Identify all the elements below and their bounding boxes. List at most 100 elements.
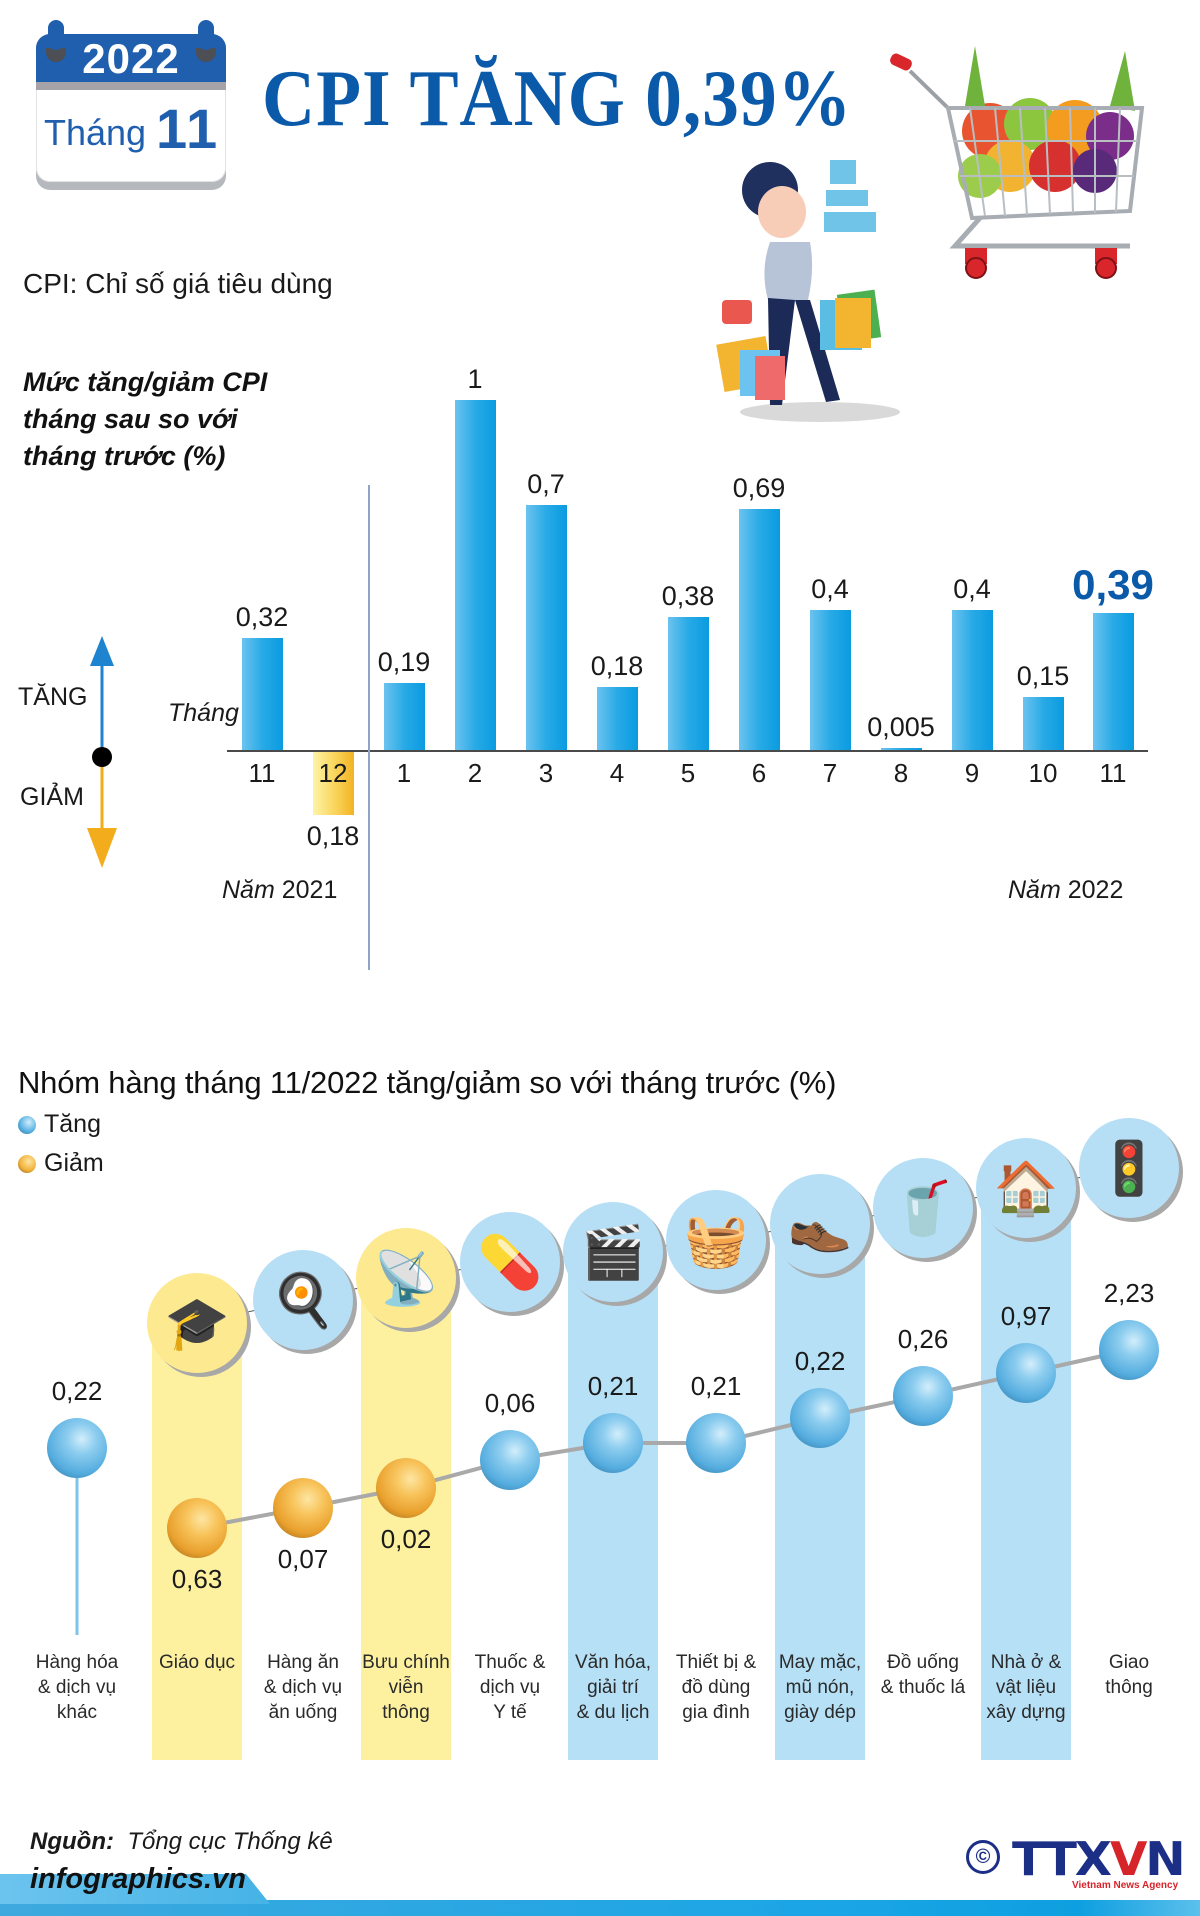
category-label-line: giày dép (784, 1702, 856, 1723)
copyright-icon: © (966, 1840, 1000, 1874)
legend-item-down: Giảm (18, 1149, 104, 1178)
calendar-header (36, 34, 226, 82)
legend-dot-down-icon (18, 1154, 36, 1173)
group-value-label: 0,02 (380, 1524, 432, 1554)
monthly-chart-subtitle: Mức tăng/giảm CPI tháng sau so với tháng… (23, 364, 267, 475)
month-tick-label: 7 (822, 758, 838, 788)
chart-baseline (227, 750, 1148, 752)
bar-7-2022 (810, 610, 851, 750)
bar-3-2022 (526, 505, 567, 750)
category-label-line: Y tế (493, 1702, 527, 1723)
increase-ball-icon (996, 1343, 1056, 1403)
category-label-line: dịch vụ (479, 1677, 541, 1698)
group-category-label: Hàng hóa & dịch vụ khác (17, 1650, 137, 1725)
category-label-line: Hàng ăn (267, 1652, 339, 1673)
category-label-line: & thuốc lá (880, 1677, 966, 1698)
group-category-label: May mặc, mũ nón, giày dép (760, 1650, 880, 1725)
bar-value-label: 0,7 (527, 469, 565, 499)
category-label-line: & dịch vụ (37, 1677, 117, 1698)
group-category-label: Giáo dục (137, 1650, 257, 1675)
footer-strip (0, 1900, 1200, 1916)
calendar-year: 2022 (82, 35, 180, 82)
month-tick-label: 9 (964, 758, 980, 788)
bar-value-label: 0,39 (1072, 561, 1154, 608)
bar-9-2022 (952, 610, 993, 750)
group-value-label: 2,23 (1103, 1278, 1155, 1308)
up-down-arrow-icon (87, 636, 117, 868)
category-label-line: & dịch vụ (263, 1677, 343, 1698)
group-category-label: Thuốc & dịch vụ Y tế (450, 1650, 570, 1725)
legend-dot-up-icon (18, 1115, 36, 1134)
month-tick-label: 3 (538, 758, 554, 788)
calendar-ring-left (48, 20, 64, 50)
month-tick-label: 4 (609, 758, 625, 788)
category-label-line: Nhà ở & (990, 1652, 1062, 1673)
calendar-badge: 2022 Tháng 11 (36, 20, 226, 190)
category-label-line: viễn (388, 1677, 424, 1698)
legend-item-up: Tăng (18, 1110, 101, 1139)
bar-value-label: 0,15 (1016, 661, 1070, 691)
x-axis-label: Tháng (168, 699, 239, 727)
bar-11-2022 (1093, 613, 1134, 750)
shirt-shoes-icon: 👞 (770, 1174, 870, 1274)
category-label-line: ăn uống (268, 1702, 338, 1723)
bar-value-label: 0,4 (953, 574, 991, 604)
decrease-ball-icon (167, 1498, 227, 1558)
group-value-label: 0,06 (484, 1388, 536, 1418)
group-value-label: 0,63 (171, 1564, 223, 1594)
year-divider (368, 485, 370, 970)
increase-ball-icon (47, 1418, 107, 1478)
increase-ball-icon (893, 1366, 953, 1426)
drink-cigarettes-icon: 🥤 (873, 1158, 973, 1258)
bar-value-label: 1 (467, 364, 483, 394)
shopper-illustration-icon (716, 160, 900, 422)
increase-ball-icon (686, 1413, 746, 1473)
group-category-label: Nhà ở & vật liệu xây dựng (966, 1650, 1086, 1725)
bar-4-2022 (597, 687, 638, 750)
group-value-label: 0,21 (690, 1371, 742, 1401)
group-value-label: 0,07 (277, 1544, 329, 1574)
subtitle-line: tháng sau so với (23, 404, 238, 434)
bar-value-label: 0,69 (732, 473, 786, 503)
bar-2-2022 (455, 400, 496, 750)
month-tick-label: 5 (680, 758, 696, 788)
bar-6-2022 (739, 509, 780, 750)
bar-value-label: 0,32 (235, 602, 289, 632)
calendar-hole-right (196, 48, 216, 62)
bar-5-2022 (668, 617, 709, 750)
bar-11-2021 (242, 638, 283, 750)
group-category-label: Đồ uống & thuốc lá (863, 1650, 983, 1700)
increase-ball-icon (480, 1430, 540, 1490)
movie-clapper-icon: 🎬 (563, 1202, 663, 1302)
category-label-line: gia đình (682, 1702, 750, 1723)
bar-value-label: 0,4 (811, 574, 849, 604)
category-label-line: thông (382, 1702, 430, 1723)
bar-value-label: 0,19 (377, 647, 431, 677)
group-value-label: 0,97 (1000, 1301, 1052, 1331)
group-value-label: 0,22 (794, 1346, 846, 1376)
calendar-month-label: Tháng (44, 112, 147, 153)
site-link[interactable]: infographics.vn (30, 1863, 246, 1895)
increase-ball-icon (583, 1413, 643, 1473)
bar-10-2022 (1023, 697, 1064, 750)
bar-value-label: 0,18 (306, 821, 360, 851)
traffic-light-icon: 🚦 (1079, 1118, 1179, 1218)
bar-1-2022 (384, 683, 425, 750)
month-tick-label: 10 (1028, 758, 1058, 788)
month-tick-label: 8 (893, 758, 909, 788)
year-2022-label: Năm 2022 (1008, 876, 1124, 904)
house-icon: 🏠 (976, 1138, 1076, 1238)
month-tick-label: 12 (318, 758, 348, 788)
group-category-label: Hàng ăn & dịch vụ ăn uống (243, 1650, 363, 1725)
category-label-line: vật liệu (995, 1677, 1057, 1698)
radio-tower-icon: 📡 (356, 1228, 456, 1328)
bar-value-label: 0,38 (661, 581, 715, 611)
category-label-line: Bưu chính (362, 1652, 450, 1673)
cpi-definition: CPI: Chỉ số giá tiêu dùng (23, 268, 333, 299)
category-label-line: Thiết bị & (675, 1652, 757, 1673)
category-label-line: Đồ uống (887, 1652, 959, 1673)
category-label-line: khác (56, 1702, 98, 1723)
page-title: CPI TĂNG 0,39% (262, 55, 853, 143)
category-label-line: đồ dùng (681, 1677, 751, 1698)
month-tick-label: 1 (396, 758, 412, 788)
